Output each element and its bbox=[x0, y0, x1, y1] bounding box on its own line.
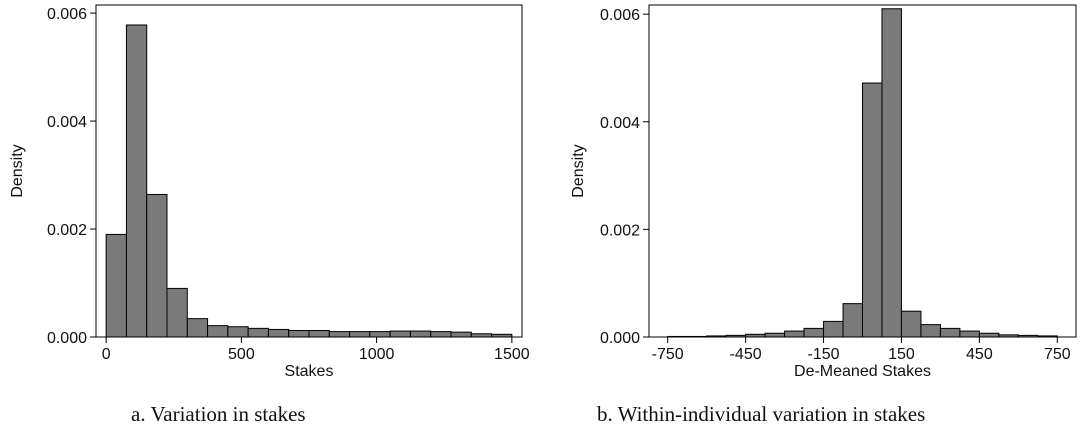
histogram-bar bbox=[978, 332, 1000, 338]
y-tick-label: 0.004 bbox=[600, 115, 640, 132]
histogram-bar bbox=[166, 287, 188, 338]
histogram-bar bbox=[227, 326, 249, 338]
x-tick-label: -450 bbox=[730, 346, 762, 363]
histogram-bar bbox=[430, 331, 452, 338]
y-axis-label: Density bbox=[9, 144, 26, 197]
x-axis-label: De-Meaned Stakes bbox=[794, 363, 931, 380]
x-tick-label: 150 bbox=[888, 346, 915, 363]
histogram-bar bbox=[308, 330, 330, 338]
panel-a-caption: a. Variation in stakes bbox=[131, 402, 306, 426]
panel-b-histogram: 0.000 0.002 0.004 0.006 -750 -450 -150 150 450 75… bbox=[570, 4, 1077, 380]
histogram-bar bbox=[186, 318, 209, 338]
y-tick-label: 0.002 bbox=[47, 222, 87, 239]
histogram-bar bbox=[369, 331, 391, 338]
histogram-bar bbox=[207, 325, 229, 338]
x-tick-label: 0 bbox=[102, 346, 111, 363]
histogram-bar bbox=[862, 82, 883, 338]
histogram-bar bbox=[389, 330, 411, 338]
y-tick-label: 0.004 bbox=[47, 114, 87, 131]
histogram-bar bbox=[764, 332, 786, 338]
histogram-bar bbox=[409, 330, 432, 338]
histogram-bar bbox=[105, 233, 127, 338]
histogram-bar bbox=[247, 327, 269, 338]
y-tick-label: 0.002 bbox=[600, 222, 640, 239]
histogram-bar bbox=[823, 320, 844, 338]
panel-b-caption: b. Within-individual variation in stakes bbox=[597, 402, 926, 426]
histogram-bar bbox=[288, 330, 310, 338]
y-tick-label: 0.006 bbox=[47, 6, 87, 23]
histogram-bar bbox=[146, 193, 168, 338]
x-tick-label: -150 bbox=[808, 346, 840, 363]
histogram-bar bbox=[328, 331, 351, 338]
y-tick-label: 0.000 bbox=[600, 330, 640, 347]
histogram-bar bbox=[125, 24, 148, 338]
histogram-bar bbox=[920, 324, 941, 338]
x-tick-label: -750 bbox=[652, 346, 684, 363]
histogram-bar bbox=[959, 330, 980, 338]
histogram-bar bbox=[900, 310, 922, 338]
plot-frame bbox=[95, 4, 523, 338]
y-tick-label: 0.006 bbox=[600, 7, 640, 24]
x-tick-label: 1500 bbox=[494, 346, 530, 363]
histogram-bar bbox=[939, 327, 961, 338]
x-tick-label: 750 bbox=[1044, 346, 1071, 363]
histogram-bar bbox=[803, 327, 825, 338]
x-axis-label: Stakes bbox=[285, 363, 334, 380]
histogram-bar bbox=[881, 8, 902, 338]
histogram-bar bbox=[450, 331, 472, 338]
y-axis-label: Density bbox=[570, 144, 587, 197]
histogram-bar bbox=[349, 331, 371, 338]
histogram-bar bbox=[784, 330, 805, 338]
histogram-bar bbox=[267, 328, 290, 338]
y-tick-label: 0.000 bbox=[47, 330, 87, 347]
x-tick-label: 1000 bbox=[359, 346, 395, 363]
panel-a-histogram: 0.000 0.002 0.004 0.006 0 500 1000 1500 Stakes De… bbox=[9, 4, 530, 380]
x-tick-label: 500 bbox=[228, 346, 255, 363]
x-tick-label: 450 bbox=[966, 346, 993, 363]
plot-frame bbox=[648, 4, 1077, 338]
histogram-bar bbox=[842, 303, 864, 338]
